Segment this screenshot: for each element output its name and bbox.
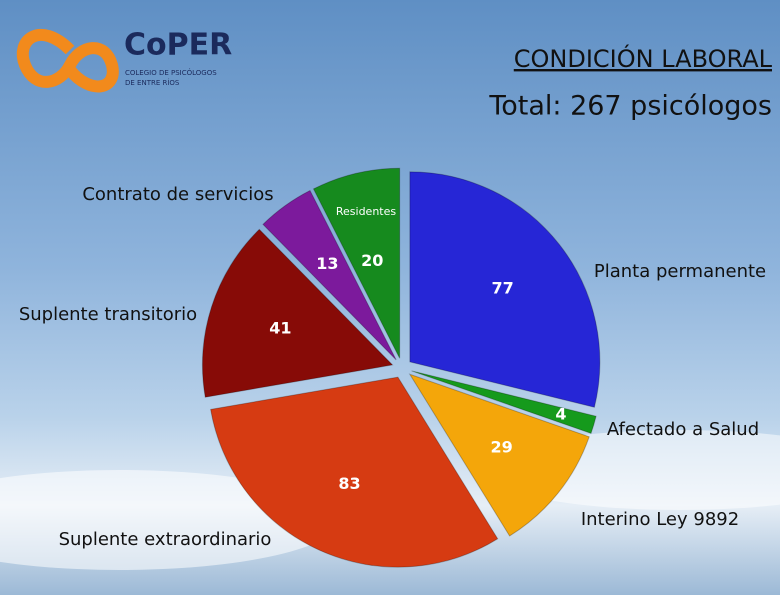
pie-slice	[409, 171, 601, 408]
category-label: Afectado a Salud	[607, 419, 759, 440]
logo-name: CoPER	[124, 28, 232, 63]
pie-slice	[312, 167, 401, 359]
category-label: Residentes	[336, 205, 397, 218]
value-label: 41	[269, 318, 291, 337]
pie-slice	[411, 370, 597, 435]
category-label: Suplente transitorio	[19, 304, 197, 325]
pie-slice	[201, 228, 394, 398]
value-label: 13	[316, 254, 338, 273]
category-label: Planta permanente	[594, 261, 766, 282]
category-label: Interino Ley 9892	[581, 509, 739, 530]
category-label: Suplente extraordinario	[59, 529, 272, 550]
pie-slice	[408, 373, 590, 537]
value-label: 77	[491, 279, 513, 298]
value-label: 20	[361, 251, 383, 270]
chart-subtitle: Total: 267 psicólogos	[488, 91, 772, 122]
chart-title: CONDICIÓN LABORAL	[514, 43, 773, 73]
pie-slice	[210, 376, 499, 568]
logo: CoPER COLEGIO DE PSICÓLOGOS DE ENTRE RÍO…	[16, 28, 232, 93]
category-label: Contrato de servicios	[82, 184, 273, 205]
logo-line: COLEGIO DE PSICÓLOGOS	[125, 68, 217, 77]
pie-slice	[262, 189, 397, 361]
value-label: 83	[338, 474, 360, 493]
logo-line: DE ENTRE RÍOS	[125, 78, 180, 87]
value-label: 4	[555, 405, 566, 424]
logo-icon	[16, 28, 119, 93]
value-label: 29	[491, 438, 513, 457]
